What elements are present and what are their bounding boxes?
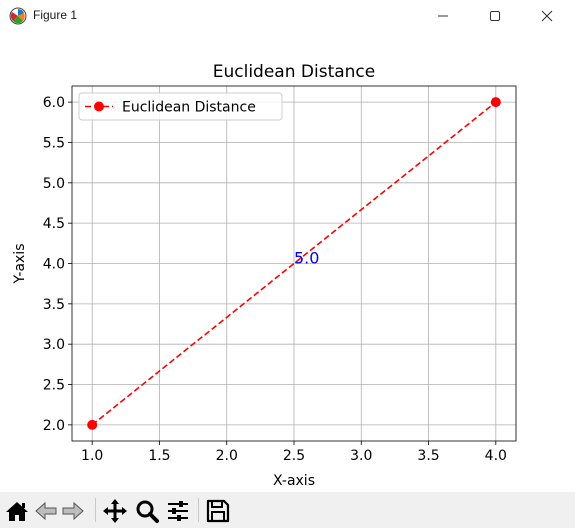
legend-marker-swatch [94,101,104,112]
toolbar-separator [95,498,96,522]
line-chart: 1.0 1.5 2.0 2.5 3.0 3.5 4.0 2.0 2.5 3.0 3.5 4.0 4.5 5… [12,62,517,489]
figure-canvas[interactable]: 1.0 1.5 2.0 2.5 3.0 3.5 4.0 2.0 2.5 3.0 3.5 4.0 4.5 5… [0,32,575,492]
x-tick-label: 4.0 [485,448,507,464]
home-button[interactable] [4,498,30,524]
toolbar-separator [198,498,199,522]
distance-annotation: 5.0 [294,249,319,268]
x-axis-label: X-axis [273,473,315,489]
data-point [490,97,501,108]
close-button[interactable] [521,0,573,32]
close-icon [541,10,553,22]
y-axis-label: Y-axis [12,244,28,285]
navigation-toolbar [0,492,575,528]
maximize-button[interactable] [469,0,521,32]
x-tick-label: 2.0 [216,448,238,464]
y-tick-label: 3.5 [43,297,65,313]
y-tick-label: 2.5 [43,378,65,394]
matplotlib-icon [9,7,27,25]
maximize-icon [490,11,500,21]
x-tick-label: 1.0 [81,448,103,464]
window-titlebar: Figure 1 [0,0,575,32]
data-point [87,419,98,430]
y-tick-label: 4.0 [43,257,65,273]
y-tick-label: 3.0 [43,337,65,353]
y-tick-label: 2.0 [43,418,65,434]
x-tick-label: 2.5 [283,448,305,464]
arrow-left-icon [35,501,57,521]
floppy-disk-icon [206,499,230,523]
zoom-button[interactable] [134,498,160,524]
arrow-right-icon [62,501,84,521]
legend-box [78,92,283,121]
x-tick-label: 1.5 [148,448,170,464]
home-icon [6,502,28,521]
series-line [91,101,497,426]
minimize-button[interactable] [417,0,469,32]
legend-label: Euclidean Distance [122,100,256,116]
y-tick-label: 6.0 [43,95,65,111]
move-icon [103,499,127,523]
forward-button[interactable] [60,498,86,524]
configure-subplots-button[interactable] [165,498,191,524]
x-tick-label: 3.0 [350,448,372,464]
window-title: Figure 1 [33,8,78,22]
magnifier-icon [136,500,159,523]
sliders-icon [168,501,188,521]
y-tick-label: 5.0 [43,176,65,192]
x-tick-label: 3.5 [417,448,439,464]
y-tick-label: 5.5 [43,135,65,151]
y-tick-label: 4.5 [43,216,65,232]
back-button[interactable] [33,498,59,524]
save-button[interactable] [205,498,231,524]
chart-title: Euclidean Distance [213,62,376,82]
pan-button[interactable] [102,498,128,524]
minimize-icon [438,15,448,17]
